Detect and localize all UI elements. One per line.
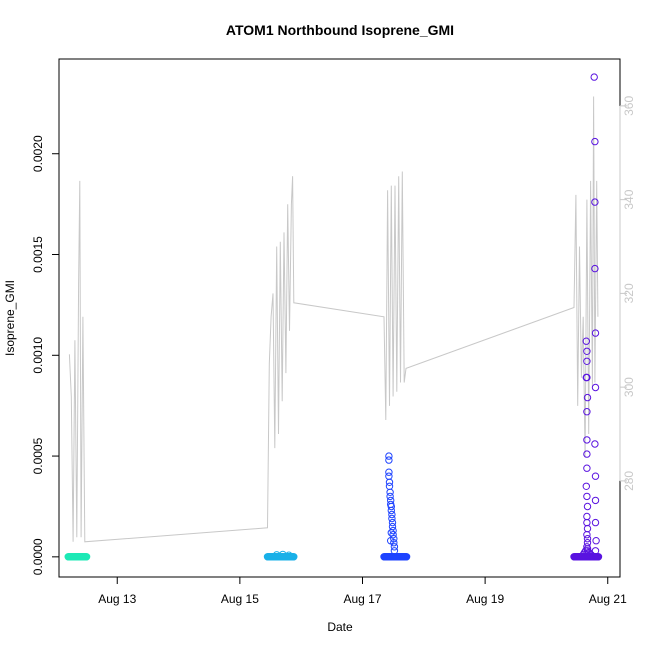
data-point: [583, 450, 591, 458]
data-point: [387, 502, 395, 511]
data-point: [592, 537, 600, 545]
data-point: [402, 553, 411, 561]
data-point: [583, 535, 592, 543]
data-point: [582, 482, 590, 490]
data-point: [290, 553, 298, 561]
x-tick-label: Aug 19: [466, 592, 504, 606]
data-point: [387, 537, 395, 545]
data-point: [385, 468, 393, 476]
data-point: [389, 526, 397, 535]
point-series: [570, 73, 603, 561]
data-point: [583, 393, 592, 402]
point-series-layer: [64, 73, 603, 561]
y-tick-label: 0.0015: [31, 236, 45, 273]
data-point: [591, 329, 600, 337]
data-point: [591, 518, 600, 527]
data-point: [388, 514, 396, 523]
data-point: [390, 543, 399, 551]
data-point: [387, 529, 395, 537]
data-point: [583, 357, 591, 365]
point-series: [64, 553, 91, 561]
y2-tick-label: 300: [622, 377, 636, 397]
data-point: [594, 553, 603, 561]
y2-tick-label: 340: [622, 189, 636, 209]
y-tick-label: 0.0020: [31, 135, 45, 172]
data-point: [591, 264, 599, 273]
data-point: [591, 198, 599, 206]
data-point: [587, 551, 595, 559]
data-point: [580, 549, 589, 557]
data-point: [583, 531, 591, 539]
data-point: [583, 408, 591, 416]
data-point: [582, 547, 590, 555]
data-point: [582, 337, 590, 345]
y2-tick-label: 320: [622, 283, 636, 303]
data-point: [385, 478, 394, 486]
data-point: [390, 547, 399, 555]
data-point: [388, 518, 397, 527]
y-axis-label: Isoprene_GMI: [3, 280, 17, 356]
data-point: [388, 510, 396, 519]
point-series: [380, 452, 411, 561]
point-series: [263, 550, 298, 561]
data-point: [385, 456, 393, 464]
y-tick-label: 0.0000: [31, 538, 45, 575]
data-point: [591, 137, 599, 146]
y-axis-left: 0.0000 0.0005 0.0010 0.0015 0.0020: [31, 135, 59, 575]
data-point: [585, 549, 593, 557]
chart-title: ATOM1 Northbound Isoprene_GMI: [226, 22, 454, 38]
y-tick-label: 0.0005: [31, 437, 45, 474]
y2-tick-label: 280: [622, 471, 636, 491]
data-point: [583, 436, 591, 444]
data-point: [590, 73, 598, 81]
data-point: [385, 452, 393, 460]
data-point: [583, 464, 591, 472]
x-tick-label: Aug 17: [343, 592, 381, 606]
data-point: [386, 488, 394, 496]
x-tick-label: Aug 13: [98, 592, 136, 606]
data-point: [387, 506, 395, 515]
data-point: [583, 492, 591, 501]
data-point: [591, 440, 599, 448]
data-point: [591, 472, 600, 480]
data-point: [591, 383, 600, 392]
data-point: [583, 502, 592, 511]
x-tick-label: Aug 15: [221, 592, 259, 606]
x-tick-label: Aug 21: [589, 592, 627, 606]
data-point: [591, 496, 600, 505]
y2-tick-label: 360: [622, 96, 636, 116]
y-tick-label: 0.0010: [31, 337, 45, 374]
data-point: [583, 347, 591, 355]
data-point: [285, 551, 293, 559]
x-axis: Aug 13 Aug 15 Aug 17 Aug 19 Aug 21: [98, 577, 627, 606]
x-axis-label: Date: [327, 620, 353, 634]
data-point: [82, 553, 91, 561]
y-axis-right: 280 300 320 340 360: [619, 96, 636, 491]
data-point: [582, 373, 590, 382]
data-point: [386, 492, 394, 501]
